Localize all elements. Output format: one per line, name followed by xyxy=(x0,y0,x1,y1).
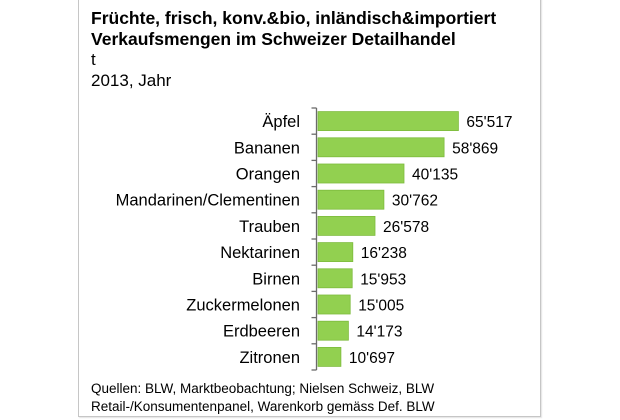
bar-0 xyxy=(317,111,459,131)
value-label: 40'135 xyxy=(412,167,458,184)
bar-4 xyxy=(317,215,376,236)
value-label: 14'173 xyxy=(356,324,402,341)
y-axis xyxy=(311,107,318,371)
value-label: 15'005 xyxy=(358,298,404,315)
chart-unit: t xyxy=(91,50,96,69)
value-label: 30'762 xyxy=(392,193,438,210)
value-labels: 65'517 58'869 40'135 30'762 26'578 16'238 15'9… xyxy=(349,114,513,367)
chart-frame xyxy=(78,0,541,417)
category-labels: Äpfel Bananen Orangen Mandarinen/Clementine… xyxy=(116,113,300,367)
chart-subtitle: Verkaufsmengen im Schweizer Detailhandel xyxy=(91,29,456,49)
category-label: Erdbeeren xyxy=(223,323,300,341)
category-label: Mandarinen/Clementinen xyxy=(116,192,300,210)
category-label: Zuckermelonen xyxy=(186,297,300,315)
category-label: Trauben xyxy=(239,218,300,236)
value-label: 16'238 xyxy=(361,245,407,262)
value-label: 26'578 xyxy=(383,219,429,236)
bar-1 xyxy=(317,137,445,158)
bar-2 xyxy=(317,163,405,184)
value-label: 65'517 xyxy=(466,114,512,131)
bars-group xyxy=(317,111,459,367)
bar-7 xyxy=(317,294,351,315)
source-line-1: Quellen: BLW, Marktbeobachtung; Nielsen … xyxy=(91,381,435,396)
category-label: Orangen xyxy=(236,166,300,184)
value-label: 10'697 xyxy=(349,350,395,367)
category-label: Birnen xyxy=(252,270,300,288)
category-label: Äpfel xyxy=(262,113,300,131)
value-label: 15'953 xyxy=(360,271,406,288)
value-label: 58'869 xyxy=(452,140,498,157)
bar-6 xyxy=(317,268,353,289)
category-label: Zitronen xyxy=(239,349,300,367)
bar-9 xyxy=(317,346,342,367)
chart-period: 2013, Jahr xyxy=(91,71,172,90)
chart-title: Früchte, frisch, konv.&bio, inländisch&i… xyxy=(91,8,497,28)
source-line-2: Retail-/Konsumentenpanel, Warenkorb gemä… xyxy=(91,399,435,414)
bar-5 xyxy=(317,242,354,263)
bar-3 xyxy=(317,189,385,210)
category-label: Bananen xyxy=(234,139,300,157)
category-label: Nektarinen xyxy=(220,244,300,262)
bar-8 xyxy=(317,320,349,341)
